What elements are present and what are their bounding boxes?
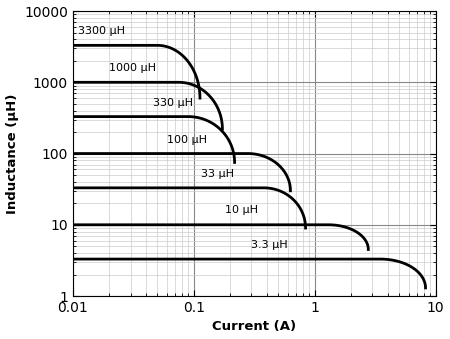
Text: 10 μH: 10 μH [225, 205, 258, 216]
Text: 33 μH: 33 μH [201, 169, 234, 179]
Text: 3.3 μH: 3.3 μH [252, 240, 288, 250]
Y-axis label: Inductance (μH): Inductance (μH) [5, 93, 18, 214]
Text: 100 μH: 100 μH [167, 135, 207, 145]
X-axis label: Current (A): Current (A) [212, 320, 296, 334]
Text: 330 μH: 330 μH [153, 98, 193, 108]
Text: 3300 μH: 3300 μH [78, 26, 125, 36]
Text: 1000 μH: 1000 μH [109, 63, 156, 73]
